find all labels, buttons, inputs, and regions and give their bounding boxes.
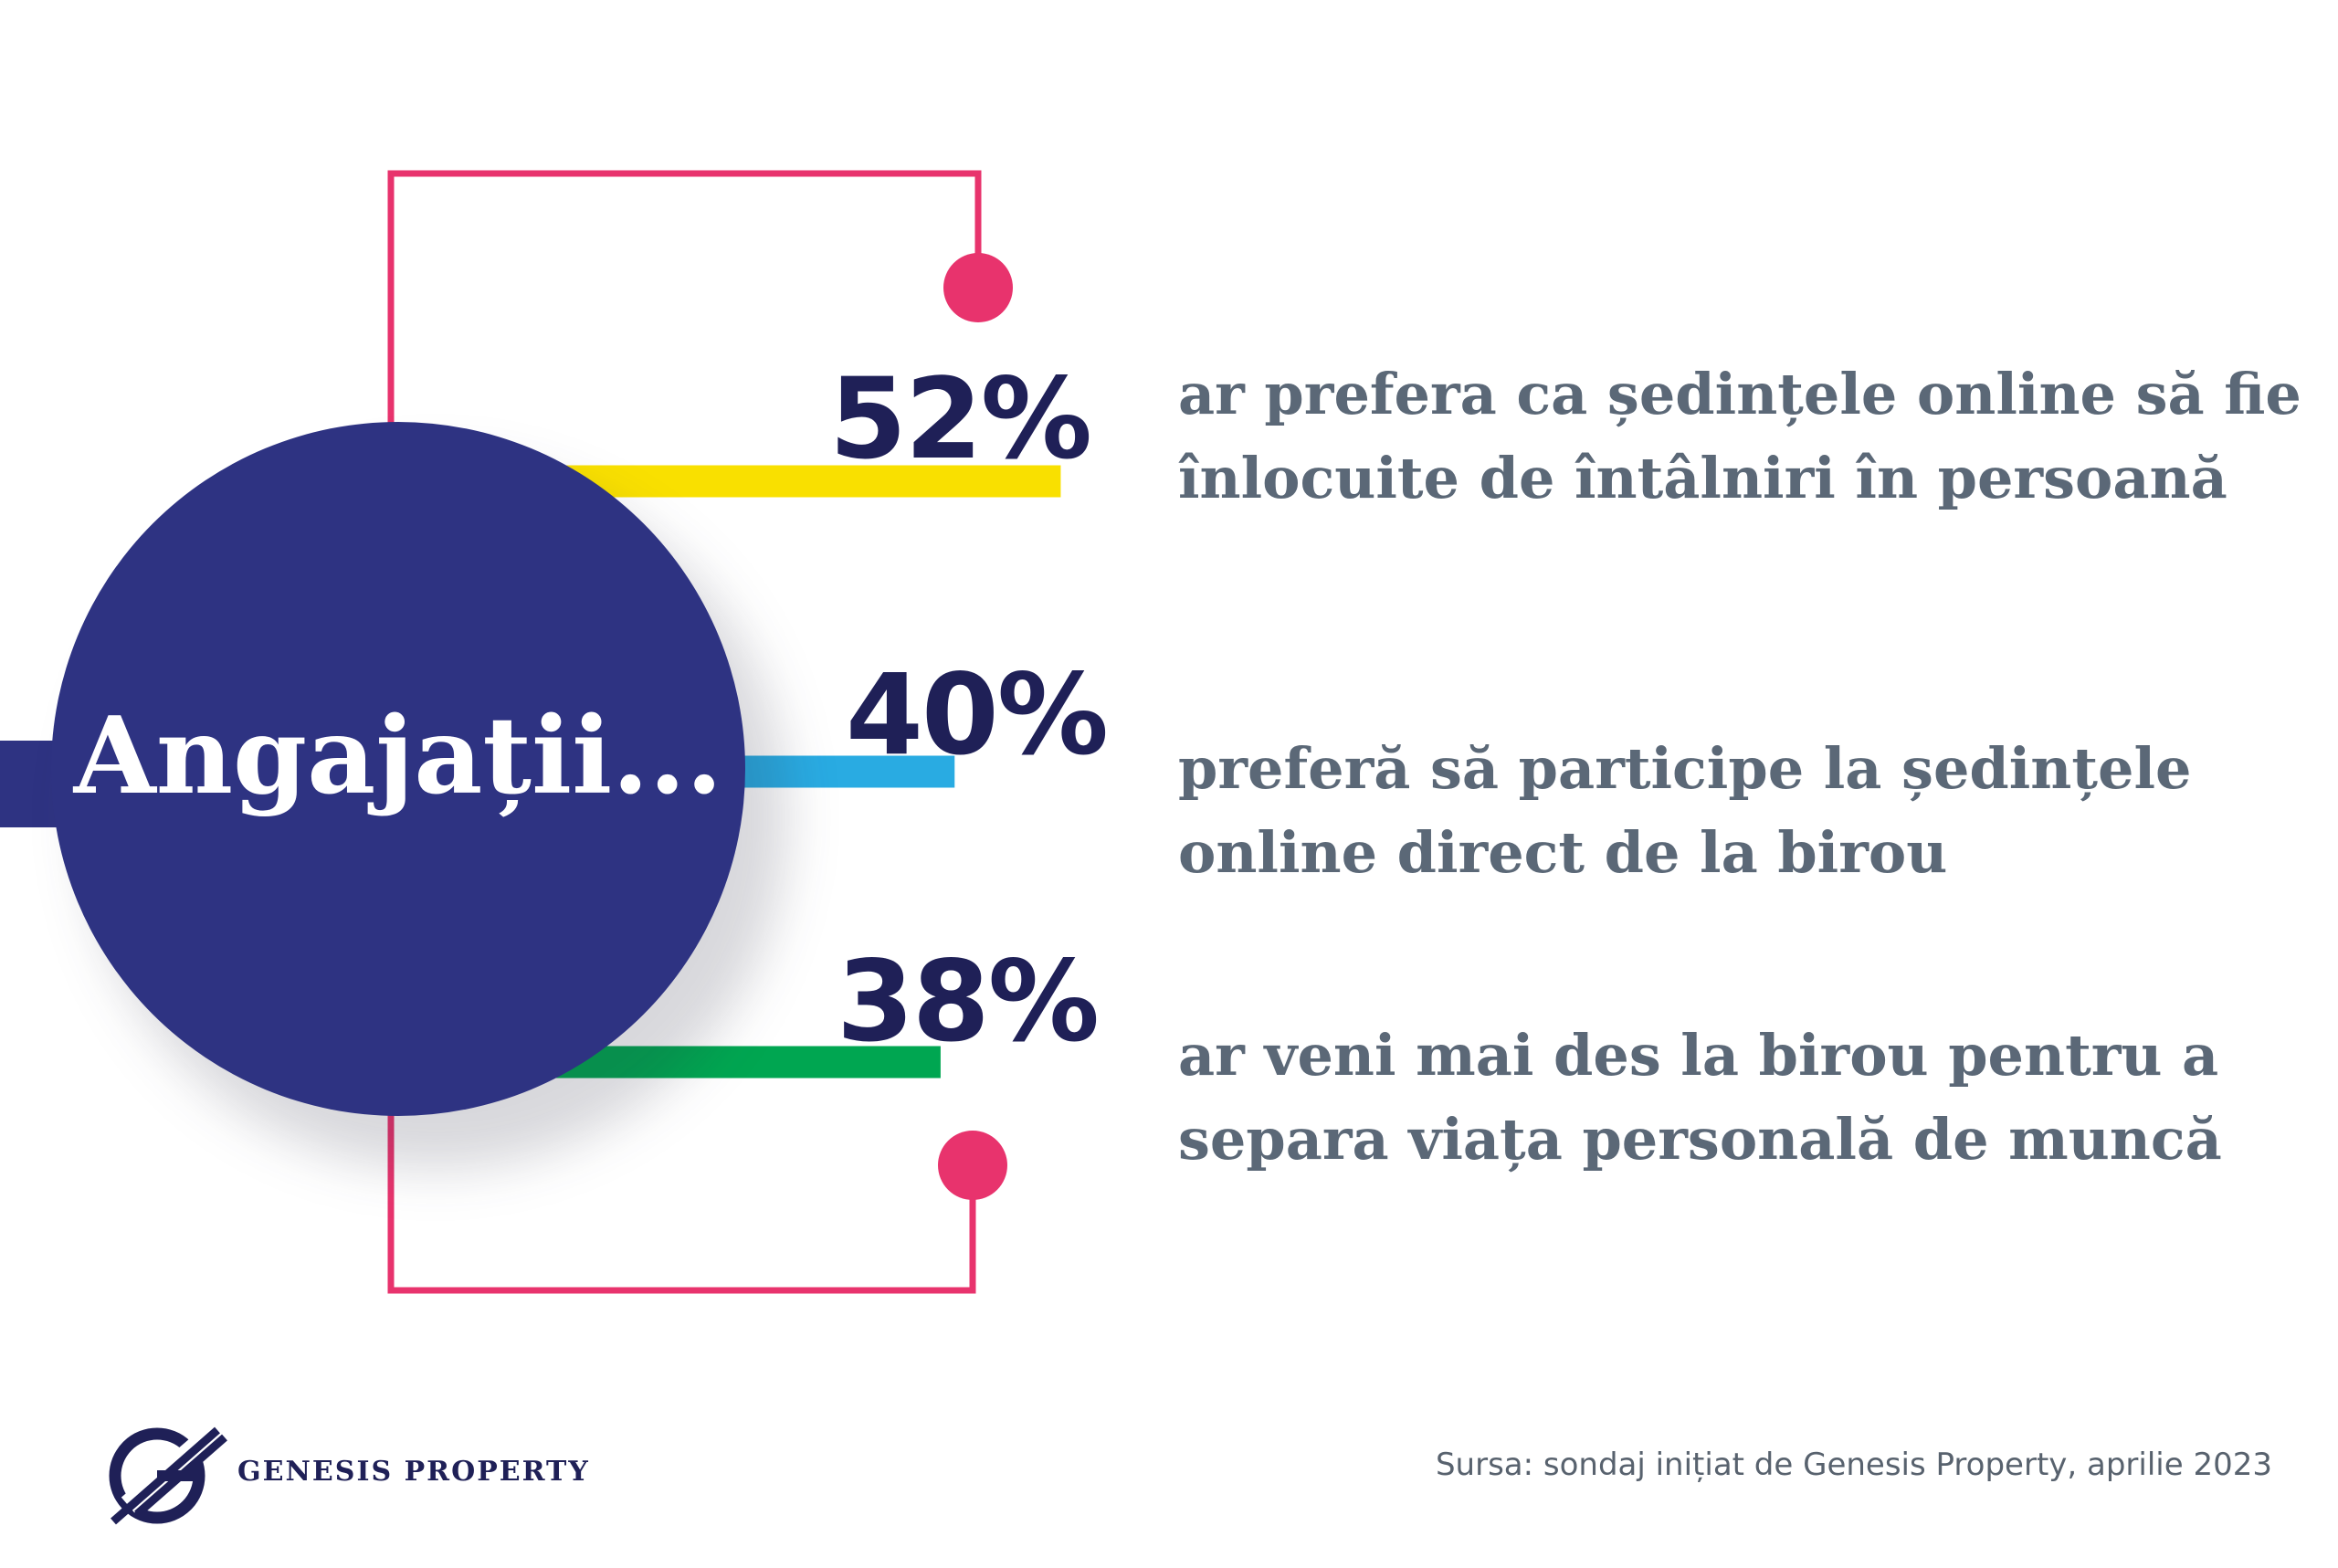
value-label: 38% xyxy=(836,937,1100,1067)
bracket-top xyxy=(387,170,982,429)
source-note: Sursa: sondaj inițiat de Genesis Propert… xyxy=(1435,1447,2272,1483)
statement-line: online direct de la birou xyxy=(1178,819,1948,886)
statement-3: ar veni mai des la birou pentru a separa… xyxy=(1178,1014,2274,1182)
heading-text: Angajații... xyxy=(73,694,723,818)
statement-line: preferă să participe la ședințele xyxy=(1178,735,2192,802)
statement-line: înlocuite de întâlniri în persoană xyxy=(1178,445,2227,511)
genesis-g-logo-icon xyxy=(109,1418,227,1525)
heading-circle xyxy=(51,422,745,1116)
statement-line: separa viața personală de muncă xyxy=(1178,1106,2222,1173)
statement-1: ar prefera ca ședințele online să fie în… xyxy=(1178,353,2301,521)
value-label: 40% xyxy=(845,650,1109,780)
brand-name: GENESIS PROPERTY xyxy=(237,1456,590,1488)
statement-line: ar prefera ca ședințele online să fie xyxy=(1178,361,2301,427)
value-label: 52% xyxy=(828,354,1092,484)
bracket-top-dot xyxy=(943,253,1013,322)
bracket-bottom-dot xyxy=(938,1131,1007,1200)
statement-line: ar veni mai des la birou pentru a xyxy=(1178,1022,2219,1089)
statement-2: preferă să participe la ședințele online… xyxy=(1178,727,2274,895)
bracket-bottom xyxy=(387,1110,976,1294)
